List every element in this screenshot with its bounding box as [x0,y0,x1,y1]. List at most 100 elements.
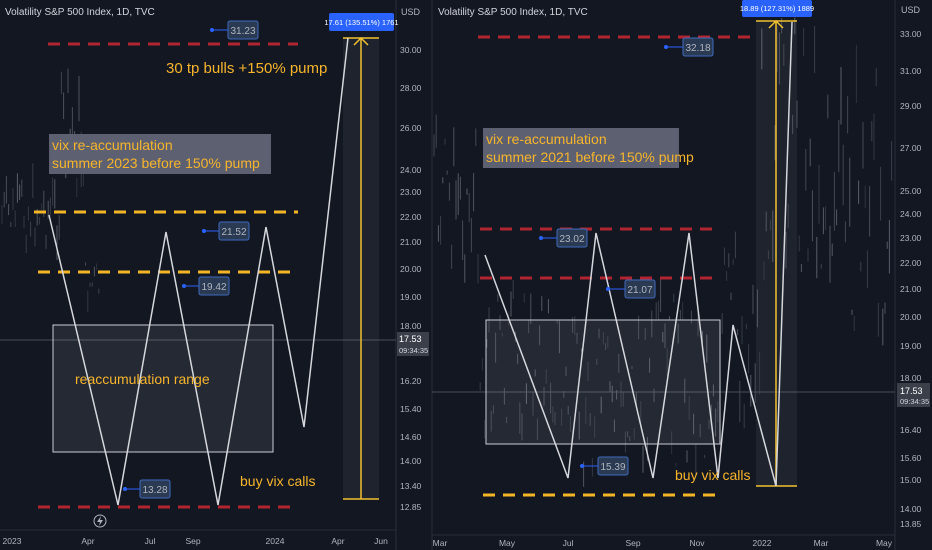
left-measure-arrow-icon [353,36,369,46]
callout-box [139,479,171,499]
right-measure-label-box [742,0,812,17]
price-tick-label: 16.40 [900,425,922,435]
left-chart-panel[interactable]: 31.23 21.52 19.42 13.28 30 tp bulls +150… [0,0,429,550]
callout-value: 15.39 [600,462,625,473]
callout-dot [580,464,584,468]
left-measure-label: 17.61 (135.51%) 1761 [324,18,398,27]
right-annotation-calls: buy vix calls [675,467,750,483]
time-tick-label: Apr [81,536,94,546]
right-reaccumulation-range-box[interactable] [485,319,721,445]
left-measure-label-box [329,13,394,31]
left-reaccumulation-range-box[interactable] [52,324,274,453]
right-callout-32-18[interactable]: 32.18 [664,37,714,57]
time-tick-label: Mar [433,538,448,548]
time-tick-label: Sep [625,538,640,548]
price-tick-label: 20.00 [400,264,422,274]
price-tick-label: 12.85 [400,502,422,512]
left-callout-21-52[interactable]: 21.52 [202,221,250,241]
left-callout-19-42[interactable]: 19.42 [182,276,230,296]
right-last-price-badge [897,383,930,407]
price-tick-label: 18.00 [400,321,422,331]
callout-dot [182,284,186,288]
time-tick-label: May [499,538,516,548]
callout-box [556,228,588,248]
right-chart-header: Volatility S&P 500 Index, 1D, TVC [438,7,588,18]
left-annotation-title-line2: summer 2023 before 150% pump [52,155,260,171]
price-tick-label: 18.00 [900,373,922,383]
price-tick-label: 29.00 [900,101,922,111]
price-tick-label: 27.00 [900,143,922,153]
price-tick-label: 26.00 [400,123,422,133]
price-tick-label: 19.00 [400,292,422,302]
left-annotation-range: reaccumulation range [75,371,210,387]
callout-value: 13.28 [142,485,167,496]
callout-value: 23.02 [559,234,584,245]
left-chart-header: Volatility S&P 500 Index, 1D, TVC [5,7,155,18]
left-callout-31-23[interactable]: 31.23 [210,20,259,40]
time-tick-label: 2024 [266,536,285,546]
right-zigzag-projection[interactable] [484,21,793,487]
price-tick-label: 24.00 [900,209,922,219]
right-annotation-box [483,128,679,168]
right-chart-panel[interactable]: 32.18 23.02 21.07 15.39 vix re-accumulat… [431,0,930,550]
left-countdown: 09:34:35 [399,346,428,355]
callout-value: 21.07 [627,285,652,296]
price-tick-label: 30.00 [400,45,422,55]
lightning-icon[interactable] [93,514,107,528]
price-tick-label: 13.85 [900,519,922,529]
time-tick-label: Jun [374,536,388,546]
time-tick-label: Apr [331,536,344,546]
price-tick-label: 19.00 [900,341,922,351]
right-time-axis[interactable]: Mar May Jul Sep Nov 2022 Mar May [433,538,893,548]
callout-dot [210,28,214,32]
lightning-bolt-glyph [97,516,103,526]
price-tick-label: 21.00 [900,284,922,294]
callout-box [198,276,230,296]
price-tick-label: 14.00 [900,504,922,514]
price-tick-label: 28.00 [400,83,422,93]
time-tick-label: 2023 [3,536,22,546]
callout-value: 21.52 [221,227,246,238]
left-zigzag-projection[interactable] [48,37,349,506]
callout-dot [606,287,610,291]
price-tick-label: 23.00 [900,233,922,243]
callout-dot [202,229,206,233]
price-tick-label: 15.60 [900,453,922,463]
price-tick-label: 24.00 [400,165,422,175]
price-tick-label: 14.60 [400,432,422,442]
left-annotation-calls: buy vix calls [240,473,315,489]
left-callout-13-28[interactable]: 13.28 [123,479,171,499]
right-callout-15-39[interactable]: 15.39 [580,456,629,476]
callout-value: 19.42 [201,282,226,293]
callout-value: 31.23 [230,26,255,37]
right-callout-23-02[interactable]: 23.02 [539,228,588,248]
left-last-price-badge [397,332,429,356]
left-currency-label: USD [401,7,421,17]
right-annotation-title-line1: vix re-accumulation [486,131,607,147]
price-tick-label: 22.00 [900,258,922,268]
right-annotation-title-line2: summer 2021 before 150% pump [486,149,694,165]
left-time-axis[interactable]: 2023 Apr Jul Sep 2024 Apr Jun [3,536,389,546]
price-tick-label: 16.20 [400,376,422,386]
price-tick-label: 13.40 [400,481,422,491]
callout-box [218,221,250,241]
time-tick-label: May [876,538,893,548]
price-tick-label: 21.00 [400,237,422,247]
price-tick-label: 15.40 [400,404,422,414]
right-currency-label: USD [901,5,921,15]
left-annotation-box [49,134,271,174]
callout-dot [664,45,668,49]
callout-dot [123,487,127,491]
left-annotation-tp: 30 tp bulls +150% pump [166,60,327,77]
left-last-price-value: 17.53 [399,334,422,344]
time-tick-label: Nov [689,538,705,548]
time-tick-label: Jul [145,536,156,546]
time-tick-label: Jul [563,538,574,548]
right-countdown: 09:34:35 [900,397,929,406]
left-price-axis[interactable]: 30.00 28.00 26.00 24.00 23.00 22.00 21.00 20.00… [400,45,422,512]
right-price-axis[interactable]: 33.00 31.00 29.00 27.00 25.00 24.00 23.00 22.00… [900,29,922,529]
price-tick-label: 20.00 [900,312,922,322]
callout-box [624,279,656,299]
right-callout-21-07[interactable]: 21.07 [606,279,656,299]
